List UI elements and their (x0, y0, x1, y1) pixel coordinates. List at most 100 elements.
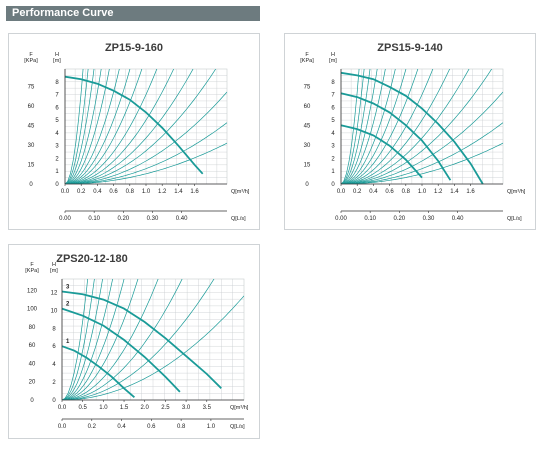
pump-curve-1 (340, 71, 484, 185)
system-curve (341, 69, 378, 184)
kpa-tick-label: 75 (28, 84, 35, 90)
y-tick-label: 8 (52, 326, 56, 332)
x2-tick-label: 0.30 (147, 216, 159, 222)
system-curve (65, 142, 227, 184)
system-curve (341, 122, 503, 184)
system-curve (341, 69, 371, 184)
kpa-tick-label: 0 (29, 182, 33, 188)
system-curve (62, 279, 215, 400)
x2-tick-label: 0.00 (59, 216, 71, 222)
system-curve (341, 69, 493, 184)
x-tick-label: 0.2 (353, 189, 362, 195)
y-tick-label: 7 (331, 93, 335, 99)
speed-label-3: 3 (66, 285, 70, 291)
y-tick-label: 2 (52, 380, 56, 386)
system-curve (341, 142, 503, 184)
system-curve (341, 69, 434, 184)
pump-curve-1 (64, 75, 204, 175)
x-tick-label: 1.6 (466, 189, 475, 195)
pump-curve-2 (61, 307, 181, 393)
x-tick-label: 0.4 (93, 189, 102, 195)
x2-tick-label: 1.0 (207, 424, 216, 430)
x-tick-label: 0.0 (58, 405, 67, 411)
system-curve (62, 279, 139, 400)
x-tick-label: 0.0 (61, 189, 70, 195)
y-tick-label: 5 (331, 118, 335, 124)
h-axis-unit: [m] (53, 58, 61, 64)
x-tick-label: 0.2 (77, 189, 86, 195)
x2-axis-unit: Q[L/s] (507, 216, 522, 222)
system-curve (65, 69, 110, 184)
x2-tick-label: 0.0 (58, 424, 67, 430)
kpa-tick-label: 20 (29, 380, 36, 386)
x2-tick-label: 0.30 (423, 216, 435, 222)
x-axis-unit: Q[m³/h] (231, 189, 250, 195)
y-tick-label: 1 (331, 169, 335, 175)
x-tick-label: 1.4 (174, 189, 183, 195)
system-curve (62, 279, 103, 400)
kpa-tick-label: 45 (28, 123, 35, 129)
x-tick-label: 1.2 (158, 189, 167, 195)
y-tick-label: 0 (52, 398, 56, 404)
kpa-tick-label: 60 (28, 104, 35, 110)
system-curve (65, 122, 227, 184)
x-axis-unit: Q[m³/h] (230, 405, 249, 411)
kpa-tick-label: 60 (29, 343, 36, 349)
kpa-tick-label: 0 (305, 182, 309, 188)
y-tick-label: 12 (51, 290, 58, 296)
y-tick-label: 0 (55, 182, 59, 188)
x-tick-label: 1.5 (120, 405, 129, 411)
kpa-tick-label: 80 (29, 325, 36, 331)
y-tick-label: 3 (55, 144, 59, 150)
x-tick-label: 3.0 (182, 405, 191, 411)
x2-tick-label: 0.10 (88, 216, 100, 222)
kpa-tick-label: 30 (304, 143, 311, 149)
x-tick-label: 2.0 (141, 405, 150, 411)
x2-tick-label: 0.20 (117, 216, 129, 222)
chart-panel-zps15-9-140: ZPS15-9-140 F [KPa] H [m] 0 1 2 3 4 5 6 7 8 0 15 30 45 60 7… (284, 33, 536, 230)
x-tick-label: 0.6 (385, 189, 394, 195)
kpa-axis-unit: [KPa] (24, 58, 38, 64)
x-tick-label: 0.4 (369, 189, 378, 195)
x2-axis-unit: Q[L/s] (231, 216, 246, 222)
kpa-axis-label: F (30, 262, 34, 268)
system-curve (341, 69, 419, 184)
system-curve (65, 69, 158, 184)
system-curve (62, 279, 183, 400)
pump-curve-3 (61, 345, 135, 398)
speed-label-1: 1 (66, 339, 70, 345)
system-curve (62, 279, 125, 400)
h-axis-unit: [m] (329, 58, 337, 64)
kpa-tick-label: 45 (304, 123, 311, 129)
kpa-axis-unit: [KPa] (300, 58, 314, 64)
x-tick-label: 1.6 (190, 189, 199, 195)
y-tick-label: 6 (331, 105, 335, 111)
chart-zps20-12-180: ZPS20-12-180123F[KPa]H[m]024681012020406… (25, 253, 249, 430)
kpa-tick-label: 60 (304, 104, 311, 110)
y-tick-label: 4 (52, 362, 56, 368)
x2-tick-label: 0.20 (393, 216, 405, 222)
pump-curve-3 (340, 124, 423, 179)
system-curve (341, 69, 396, 184)
system-curve (65, 69, 95, 184)
system-curve (65, 69, 217, 184)
system-curve (65, 69, 131, 184)
kpa-tick-label: 15 (28, 162, 35, 168)
system-curve (62, 295, 244, 400)
section-header: Performance Curve (6, 6, 260, 21)
y-tick-label: 2 (331, 156, 335, 162)
x2-axis-unit: Q[L/s] (230, 424, 245, 430)
y-tick-label: 7 (55, 93, 59, 99)
x-tick-label: 0.0 (337, 189, 346, 195)
x2-tick-label: 0.8 (177, 424, 186, 430)
y-tick-label: 0 (331, 182, 335, 188)
h-axis-label: H (52, 262, 56, 268)
chart-title: ZPS15-9-140 (377, 42, 442, 54)
h-axis-label: H (331, 52, 335, 58)
x-tick-label: 2.5 (161, 405, 170, 411)
chart-zps15-9-140: ZPS15-9-140F[KPa]H[m]0123456780153045607… (300, 42, 526, 222)
kpa-tick-label: 15 (304, 162, 311, 168)
y-tick-label: 2 (55, 156, 59, 162)
x-tick-label: 1.0 (99, 405, 108, 411)
x2-tick-label: 0.00 (335, 216, 347, 222)
